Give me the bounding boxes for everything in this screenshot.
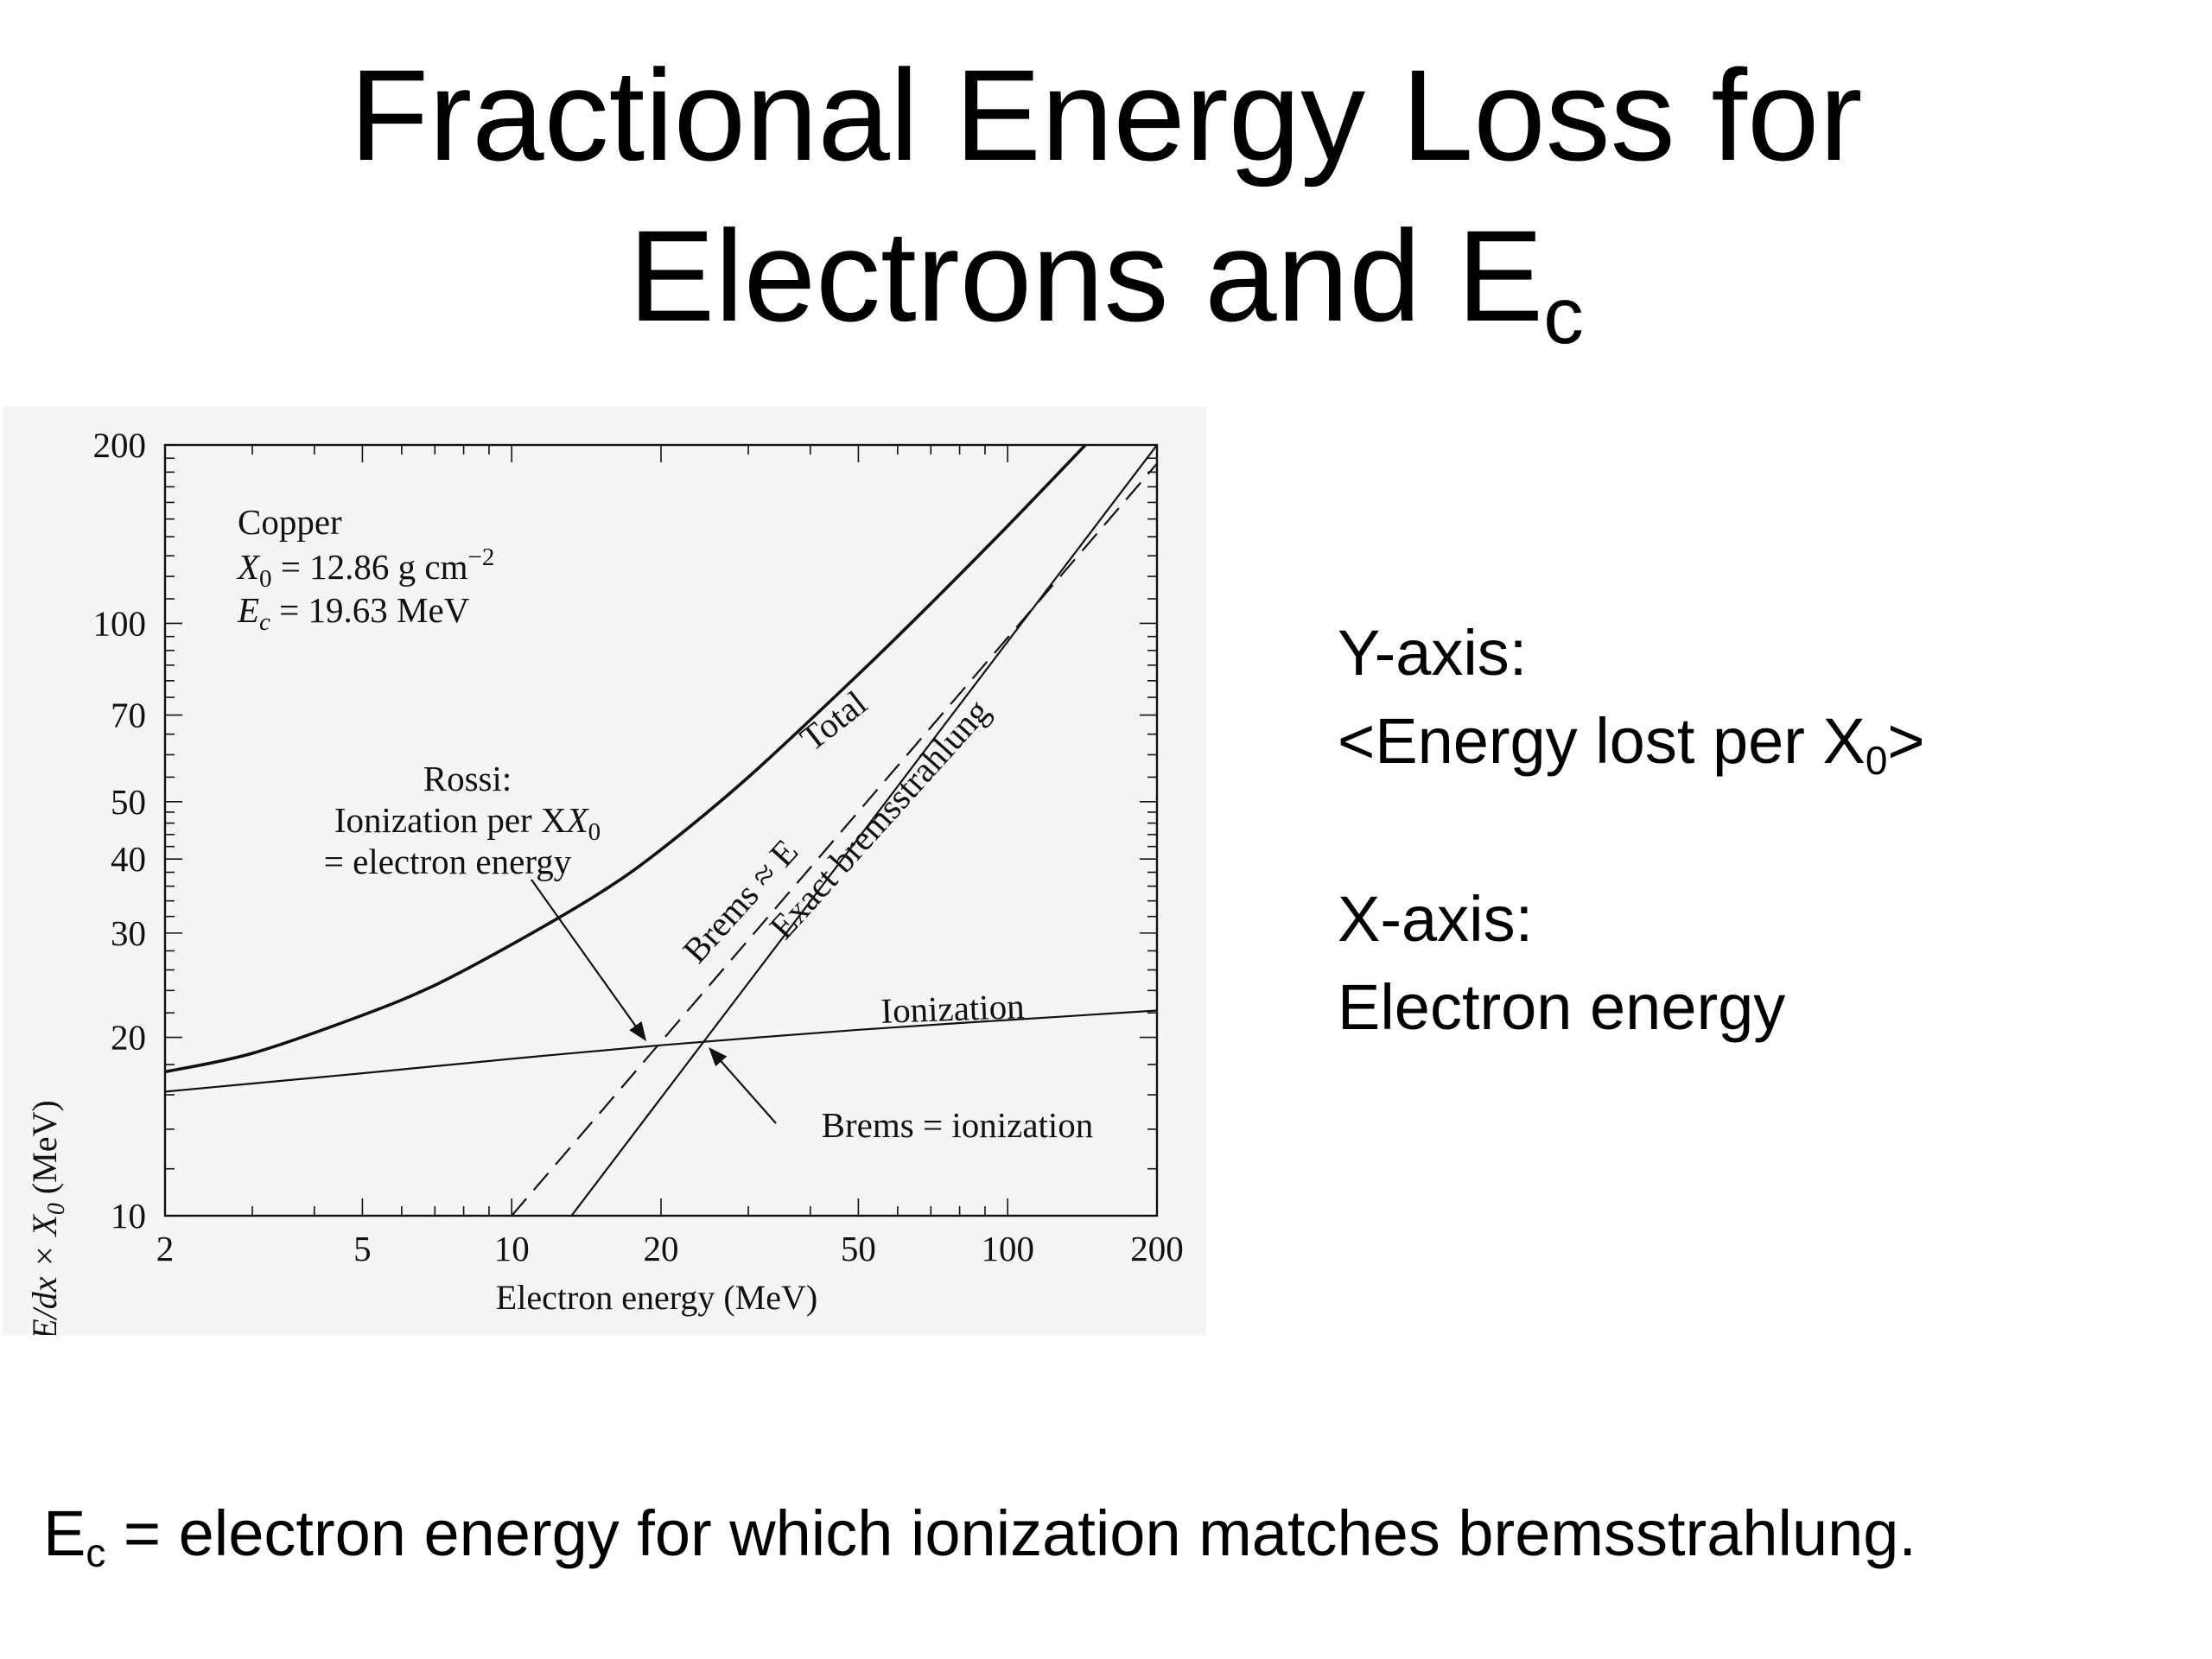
series-line-ionization [165, 1009, 1157, 1093]
x-tick-label: 100 [981, 1229, 1034, 1268]
brems-equals-ionization-label: Brems = ionization [822, 1105, 1094, 1145]
y-axis-heading: Y-axis: [1338, 617, 1528, 689]
series-line-brems-e [511, 462, 1157, 1216]
y-axis-desc-close: > [1887, 705, 1925, 777]
ec-value: = 19.63 MeV [270, 590, 470, 630]
x-axis-description: Electron energy [1338, 971, 1786, 1043]
ec-subscript: c [259, 608, 270, 636]
material-name: Copper [238, 502, 342, 542]
rossi-line-2: Ionization per XX0 [334, 800, 601, 846]
series-line-total [165, 445, 1088, 1074]
y-axis-label-main: dE/dx × X [25, 1214, 64, 1335]
x0-value: = 12.86 g cm [272, 547, 468, 587]
rossi-annotation: Rossi: Ionization per XX0 = electron ene… [324, 759, 601, 881]
rossi-line-3: = electron energy [324, 842, 572, 881]
note-text: = electron energy for which ionization m… [105, 1497, 1916, 1569]
y-axis-desc-text: <Energy lost per X [1338, 705, 1866, 777]
annotations [531, 879, 777, 1124]
x-axis-label: Electron energy (MeV) [496, 1278, 817, 1317]
brems-ionization-arrow [709, 1046, 777, 1124]
title-subscript: c [1543, 270, 1584, 361]
x-tick-label: 10 [494, 1229, 530, 1268]
y-tick-label: 200 [93, 425, 147, 465]
x0-symbol: X [236, 547, 261, 587]
y-tick-label: 20 [111, 1018, 146, 1058]
rossi-line-1: Rossi: [423, 759, 512, 798]
rossi-line-2-text: Ionization per X [334, 800, 567, 840]
chart-svg: 2 5 10 20 50 100 200 10 20 30 40 50 70 100 200 Electro… [25, 425, 1184, 1335]
radiation-length: X0 = 12.86 g cm−2 [236, 543, 494, 593]
ionization-label: Ionization [880, 986, 1026, 1031]
energy-loss-chart: 2 5 10 20 50 100 200 10 20 30 40 50 70 100 200 Electro… [3, 406, 1206, 1335]
total-label: Total [792, 683, 874, 759]
title-line-2: Electrons and E [628, 203, 1544, 348]
slide-title: Fractional Energy Loss for Electrons and… [0, 35, 2212, 396]
x0-unit-exponent: −2 [468, 543, 495, 571]
y-axis-description: <Energy lost per X0> [1338, 697, 2202, 804]
y-tick-label: 30 [111, 913, 146, 953]
x-tick-label: 5 [353, 1229, 372, 1268]
rossi-x0-sub: 0 [588, 818, 601, 846]
y-tick-label: 40 [111, 839, 146, 879]
x-tick-label: 20 [644, 1229, 679, 1268]
ec-symbol: E [237, 590, 259, 630]
material-box: Copper X0 = 12.86 g cm−2 Ec = 19.63 MeV [236, 502, 494, 636]
x0-subscript: 0 [259, 565, 272, 593]
axis-ticks: 2 5 10 20 50 100 200 10 20 30 40 50 70 100 200 [93, 425, 1184, 1268]
y-axis-label-unit: (MeV) [25, 1100, 64, 1203]
rossi-arrow [531, 879, 647, 1042]
note-subscript: c [86, 1529, 106, 1575]
series-lines [165, 445, 1157, 1216]
rossi-x0: X [565, 800, 590, 840]
title-line-1: Fractional Energy Loss for [349, 42, 1863, 188]
y-tick-label: 10 [111, 1196, 146, 1236]
x-tick-label: 2 [156, 1229, 175, 1268]
y-axis-explanation: Y-axis: <Energy lost per X0> [1338, 609, 2202, 804]
y-tick-label: 70 [111, 696, 146, 735]
x-tick-label: 200 [1130, 1229, 1184, 1268]
x-axis-heading: X-axis: [1338, 883, 1534, 955]
y-axis-label: dE/dx × X0 (MeV) [25, 1100, 70, 1335]
x-tick-label: 50 [841, 1229, 876, 1268]
x-axis-explanation: X-axis: Electron energy [1338, 875, 2202, 1052]
y-axis-desc-subscript: 0 [1865, 737, 1888, 783]
y-tick-label: 100 [93, 603, 147, 643]
y-tick-label: 50 [111, 782, 146, 822]
y-axis-label-sub: 0 [43, 1203, 70, 1215]
note-symbol: E [43, 1497, 86, 1569]
critical-energy-definition: Ec = electron energy for which ionizatio… [43, 1491, 2203, 1596]
series-line-exact-bremsstrahlung [570, 445, 1157, 1216]
critical-energy: Ec = 19.63 MeV [237, 590, 470, 636]
